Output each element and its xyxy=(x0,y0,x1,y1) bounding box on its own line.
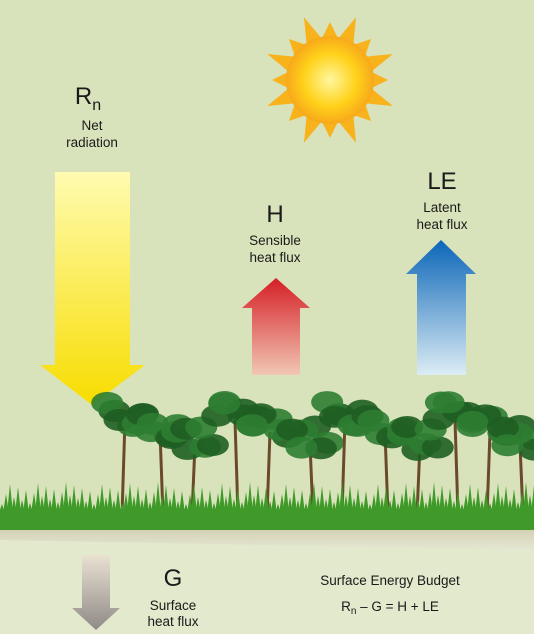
sun xyxy=(267,17,393,143)
grass xyxy=(0,482,534,530)
symbol: R xyxy=(75,83,92,110)
flux-label: Net xyxy=(81,118,102,133)
canopy xyxy=(391,415,424,438)
canopy xyxy=(432,391,465,414)
canopy xyxy=(196,434,229,457)
flux-label: Latent xyxy=(423,200,461,215)
sun-disc xyxy=(286,36,374,124)
sensible-heat-arrow xyxy=(242,278,310,375)
flux-label: radiation xyxy=(66,135,118,150)
canopy xyxy=(276,418,309,441)
canopy xyxy=(421,436,454,459)
equation-part: R xyxy=(341,599,351,614)
flux-label: Surface xyxy=(150,598,197,613)
net-radiation-arrow xyxy=(40,172,145,405)
equation-subscript: n xyxy=(351,606,357,617)
surface-heat-arrow xyxy=(72,555,120,630)
flux-symbol: G xyxy=(164,565,183,592)
canopy xyxy=(136,412,169,435)
canopy xyxy=(236,414,269,437)
canopy xyxy=(357,409,390,432)
flux-symbol: H xyxy=(266,201,283,228)
budget-title: Surface Energy Budget xyxy=(320,573,460,588)
subscript: n xyxy=(92,97,101,114)
latent-heat-arrow xyxy=(406,240,476,375)
flux-label: heat flux xyxy=(249,250,300,265)
budget-equation: Rn – G = H + LE xyxy=(341,599,439,617)
flux-symbol: Rn xyxy=(75,83,101,114)
flux-label: Sensible xyxy=(249,233,301,248)
flux-label: heat flux xyxy=(416,217,467,232)
canopy xyxy=(91,391,124,414)
canopy xyxy=(208,392,241,415)
canopy xyxy=(456,410,489,433)
equation-part: – G = H + LE xyxy=(356,599,439,614)
flux-label: heat flux xyxy=(147,614,198,629)
canopy xyxy=(486,416,519,439)
trunk xyxy=(485,431,492,516)
trunk xyxy=(120,419,127,516)
flux-symbol: LE xyxy=(427,168,456,195)
canopy xyxy=(491,434,524,457)
canopy xyxy=(285,436,318,459)
